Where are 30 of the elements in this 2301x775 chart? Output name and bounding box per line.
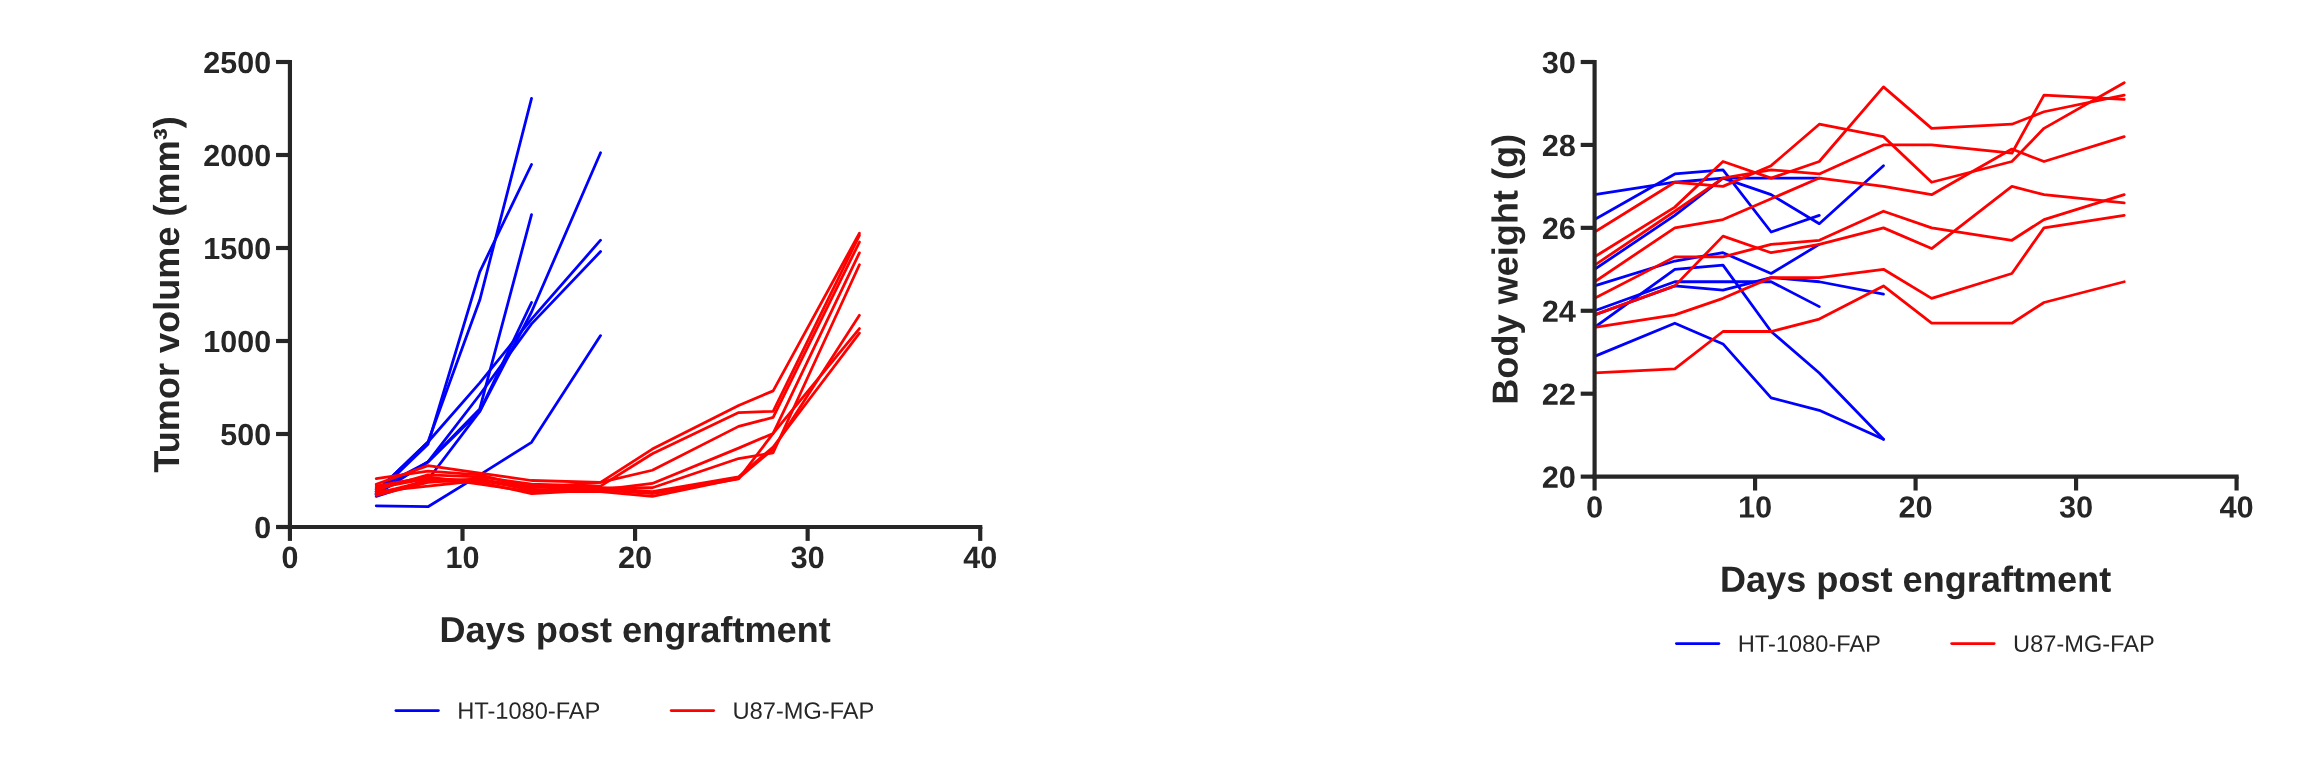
x-tick-label: 10 xyxy=(447,546,479,569)
x-tick-label: 0 xyxy=(1587,496,1602,518)
legend-label: U87-MG-FAP xyxy=(734,702,873,720)
y-tick-label: 1500 xyxy=(205,237,270,260)
y-tick-label: 1000 xyxy=(205,330,270,353)
y-tick-label: 24 xyxy=(1542,300,1576,322)
y-tick-label: 2000 xyxy=(204,144,270,167)
y-tick-label: 2500 xyxy=(204,51,270,74)
y-tick-label: 0 xyxy=(255,516,270,539)
legend-label: U87-MG-FAP xyxy=(2014,635,2154,653)
y-tick-label: 26 xyxy=(1542,217,1575,240)
y-tick-label: 30 xyxy=(1542,51,1575,74)
legend-label: HT-1080-FAP xyxy=(1739,635,1880,653)
legend-label: HT-1080-FAP xyxy=(459,702,600,720)
x-tick-label: 10 xyxy=(1740,496,1771,518)
y-axis-title: Tumor volume (mm³) xyxy=(152,118,187,473)
x-tick-label: 40 xyxy=(2220,496,2253,518)
y-tick-label: 20 xyxy=(1542,466,1575,488)
x-axis-title: Days post engraftment xyxy=(441,615,831,650)
x-tick-label: 20 xyxy=(1899,496,1932,518)
x-tick-label: 30 xyxy=(791,546,824,569)
x-axis-title: Days post engraftment xyxy=(1722,565,2111,600)
y-tick-label: 22 xyxy=(1542,383,1575,405)
y-tick-label: 500 xyxy=(221,423,270,446)
x-tick-label: 20 xyxy=(619,546,651,569)
x-tick-label: 0 xyxy=(282,546,298,569)
y-axis-title: Body weight (g) xyxy=(1491,135,1526,403)
x-tick-label: 30 xyxy=(2059,496,2092,518)
y-tick-label: 28 xyxy=(1542,134,1575,157)
x-tick-label: 40 xyxy=(963,546,996,569)
